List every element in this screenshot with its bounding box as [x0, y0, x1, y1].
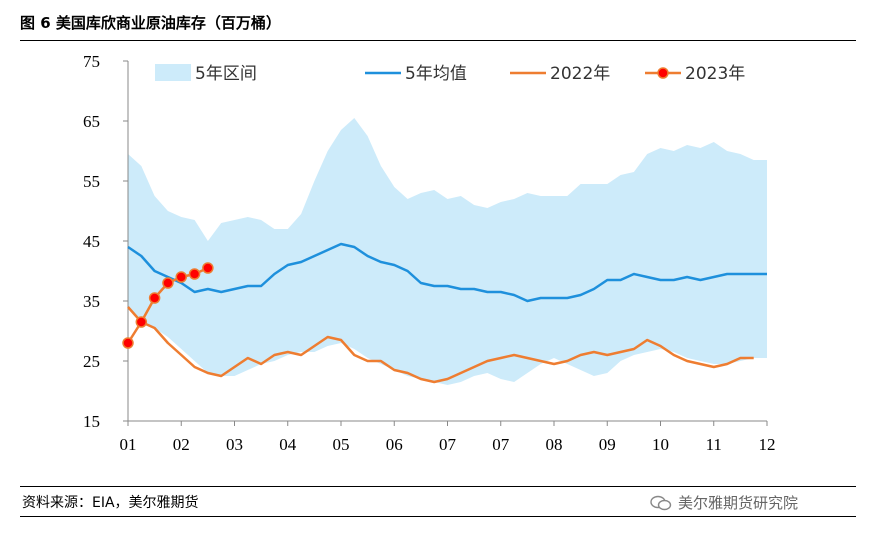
band-layer: [128, 118, 767, 385]
series-2023-point: [148, 292, 161, 304]
x-tick-label: 12: [759, 435, 776, 454]
y-tick-label: 45: [83, 232, 100, 251]
y-tick-label: 55: [83, 172, 100, 191]
x-tick-label: 07: [492, 435, 510, 454]
series-2022: [127, 306, 754, 384]
source-note: 资料来源：EIA，美尔雅期货: [22, 495, 199, 511]
y-tick-label: 35: [83, 292, 100, 311]
x-tick-label: 04: [279, 435, 297, 454]
line-layer: [122, 242, 767, 384]
watermark-text: 美尔雅期货研究院: [678, 494, 799, 512]
x-tick-label: 10: [652, 435, 669, 454]
wechat-icon: [650, 495, 672, 510]
series-2023-point: [188, 268, 201, 280]
x-tick-label: 08: [546, 435, 563, 454]
bottom-rule: [20, 516, 856, 517]
y-tick-label: 15: [83, 412, 100, 431]
series-2023-point: [135, 316, 148, 328]
legend-label-2022: 2022年: [550, 64, 610, 84]
x-tick-label: 01: [120, 435, 137, 454]
y-tick-label: 25: [83, 352, 100, 371]
middle-rule: [20, 486, 856, 487]
series-5yr-average: [127, 242, 767, 303]
x-tick-label: 11: [706, 435, 722, 454]
x-tick-label: 09: [599, 435, 616, 454]
x-tick-label: 07: [439, 435, 457, 454]
legend-label-2023: 2023年: [685, 64, 745, 84]
legend-label-band: 5年区间: [195, 64, 257, 84]
watermark: 美尔雅期货研究院: [650, 492, 798, 513]
x-tick-label: 02: [173, 435, 190, 454]
x-tick-label: 06: [386, 435, 403, 454]
series-2023-point: [162, 277, 174, 289]
legend-marker-2023: [657, 67, 669, 79]
chart-title: 图 6 美国库欣商业原油库存（百万桶）: [20, 14, 281, 32]
band-5yr-range: [128, 118, 767, 385]
axis-layer: 15 25 35 45 55 65 75 01 02 03 04 05 06 07 07 08 09 10 11 12: [83, 52, 776, 454]
x-tick-label: 05: [333, 435, 350, 454]
series-2023-point: [122, 337, 134, 349]
legend: 5年区间 5年均值 2022年 2023年: [155, 64, 745, 84]
series-2023-point: [175, 271, 187, 283]
legend-swatch-band: [155, 64, 191, 81]
y-tick-label: 65: [83, 112, 100, 131]
x-tick-label: 03: [226, 435, 243, 454]
y-tick-label: 75: [83, 52, 100, 71]
legend-label-avg: 5年均值: [405, 64, 467, 84]
series-2023-point: [202, 262, 214, 274]
top-rule: [20, 40, 856, 41]
